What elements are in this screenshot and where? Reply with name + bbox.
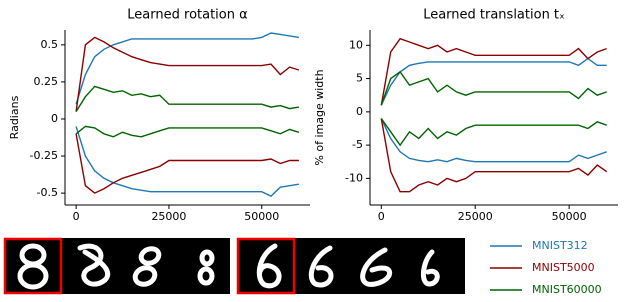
legend-label: MNIST312: [532, 239, 588, 252]
x-tick-label: 25000: [151, 210, 186, 223]
series-line: [381, 119, 606, 192]
y-tick-label: 0.5: [41, 38, 59, 51]
x-tick-label: 0: [378, 210, 385, 223]
figure: Learned rotation α Radians 0.5 0.25 0 -0.25 -0…: [0, 0, 630, 298]
y-tick-label: -10: [345, 171, 363, 184]
series-line: [381, 72, 606, 105]
series-line: [76, 33, 299, 104]
x-tick-label: 50000: [244, 210, 279, 223]
y-tick-label: 10: [349, 38, 363, 51]
series-line: [76, 126, 299, 136]
y-tick-label: -0.25: [30, 149, 58, 162]
digit-strip-8: [4, 238, 230, 294]
y-axis-label: % of image width: [313, 69, 326, 165]
series-line: [76, 134, 299, 193]
series-line: [76, 86, 299, 111]
y-tick-label: 0: [51, 112, 58, 125]
x-tick-label: 50000: [552, 210, 587, 223]
y-tick-label: 0: [356, 105, 363, 118]
series-line: [381, 59, 606, 106]
x-tick-label: 0: [73, 210, 80, 223]
x-tick-label: 25000: [458, 210, 493, 223]
chart-title: Learned translation tₓ: [423, 8, 565, 23]
chart-title: Learned rotation α: [127, 8, 247, 23]
legend-label: MNIST60000: [532, 283, 602, 296]
page: Learned rotation α Radians 0.5 0.25 0 -0.25 -0…: [0, 0, 630, 298]
y-tick-label: -5: [352, 138, 363, 151]
legend-label: MNIST5000: [532, 261, 595, 274]
series-line: [381, 119, 606, 146]
digit-strip-6: [237, 238, 465, 294]
y-tick-label: 0.25: [34, 75, 59, 88]
y-tick-label: 5: [356, 72, 363, 85]
y-axis-label: Radians: [8, 95, 21, 139]
y-tick-label: -0.5: [37, 186, 58, 199]
series-line: [76, 37, 299, 111]
